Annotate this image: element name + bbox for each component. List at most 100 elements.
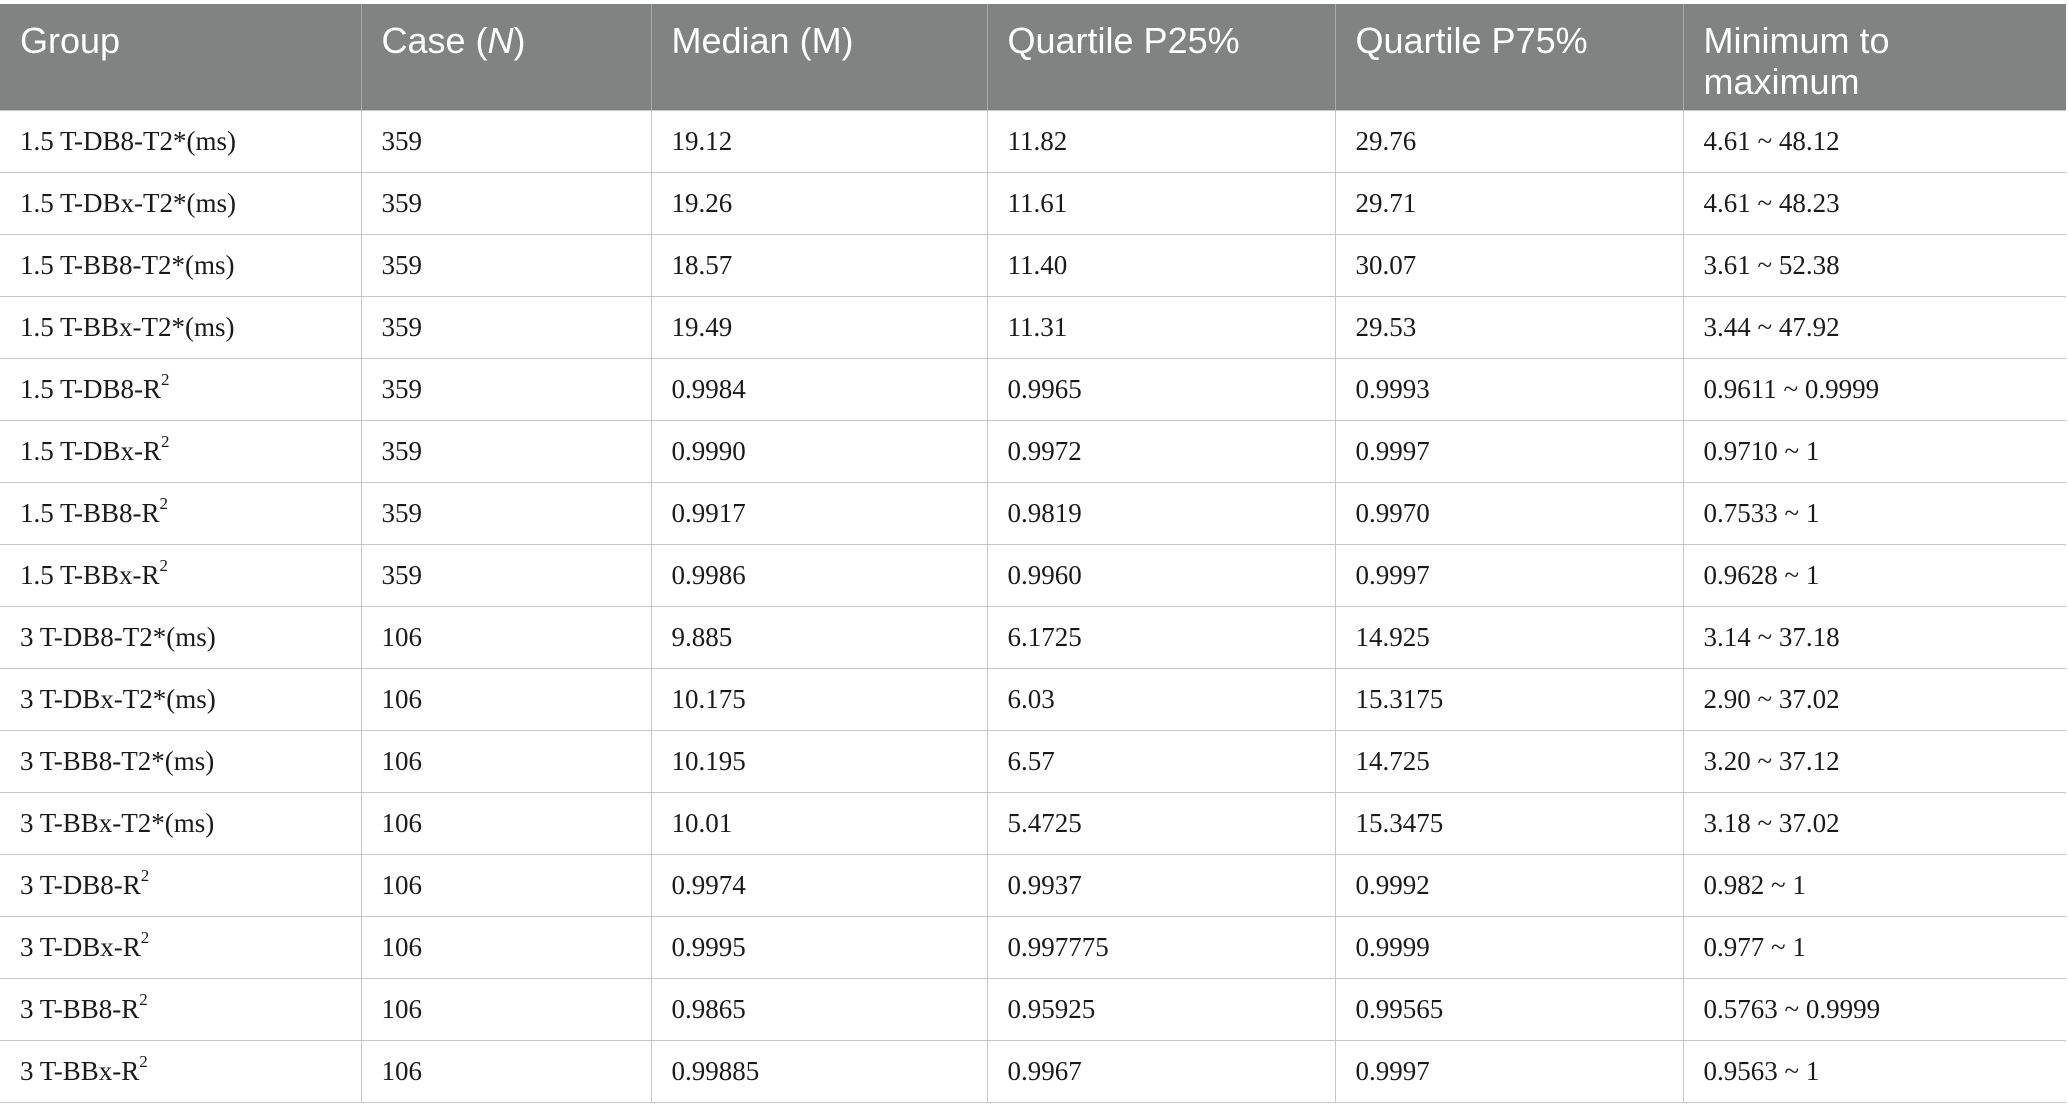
cell-range: 0.982 ~ 1 [1682, 854, 2066, 917]
cell-group: 3 T-BB8-T2*(ms) [0, 730, 362, 793]
group-label: 1.5 T-BBx-T2*(ms) [20, 312, 235, 342]
table-row: 3 T-DB8-T2*(ms) 106 9.885 6.1725 14.925 3.14 … [0, 606, 2066, 669]
group-label: 3 T-DBx-T2*(ms) [20, 684, 216, 714]
header-median: Median (M) [650, 4, 988, 111]
cell-group: 3 T-DB8-R2 [0, 854, 362, 917]
cell-group: 1.5 T-DB8-T2*(ms) [0, 110, 362, 173]
cell-p25: 0.9960 [986, 544, 1336, 607]
cell-group: 3 T-BB8-R2 [0, 978, 362, 1041]
cell-case: 359 [360, 420, 652, 483]
cell-case: 106 [360, 916, 652, 979]
cell-p25: 0.9965 [986, 358, 1336, 421]
cell-p75: 29.53 [1334, 296, 1684, 359]
cell-case: 106 [360, 978, 652, 1041]
cell-p75: 29.71 [1334, 172, 1684, 235]
cell-range: 0.977 ~ 1 [1682, 916, 2066, 979]
cell-case: 359 [360, 296, 652, 359]
cell-p25: 0.9967 [986, 1040, 1336, 1103]
cell-p25: 11.61 [986, 172, 1336, 235]
cell-range: 4.61 ~ 48.12 [1682, 110, 2066, 173]
group-label: 1.5 T-DBx-T2*(ms) [20, 188, 236, 218]
cell-median: 19.26 [650, 172, 988, 235]
cell-case: 106 [360, 854, 652, 917]
group-superscript: 2 [139, 1052, 148, 1071]
cell-group: 3 T-DBx-R2 [0, 916, 362, 979]
cell-group: 3 T-DBx-T2*(ms) [0, 668, 362, 731]
cell-median: 9.885 [650, 606, 988, 669]
cell-p25: 0.95925 [986, 978, 1336, 1041]
cell-group: 3 T-DB8-T2*(ms) [0, 606, 362, 669]
cell-p75: 30.07 [1334, 234, 1684, 297]
cell-p25: 6.03 [986, 668, 1336, 731]
cell-p25: 11.31 [986, 296, 1336, 359]
cell-range: 3.61 ~ 52.38 [1682, 234, 2066, 297]
table-row: 1.5 T-DB8-T2*(ms) 359 19.12 11.82 29.76 4.61 … [0, 110, 2066, 173]
group-label: 1.5 T-BB8-T2*(ms) [20, 250, 235, 280]
table-row: 3 T-BB8-R2 106 0.9865 0.95925 0.99565 0.5763 … [0, 978, 2066, 1041]
table-row: 3 T-DB8-R2 106 0.9974 0.9937 0.9992 0.982 ~ 1 [0, 854, 2066, 917]
table-row: 3 T-BB8-T2*(ms) 106 10.195 6.57 14.725 3.20 ~… [0, 730, 2066, 793]
group-label: 1.5 T-DBx-R [20, 436, 162, 466]
group-superscript: 2 [159, 556, 169, 575]
cell-p25: 11.82 [986, 110, 1336, 173]
cell-case: 106 [360, 606, 652, 669]
header-p75: Quartile P75% [1334, 4, 1684, 111]
cell-case: 359 [360, 234, 652, 297]
cell-case: 106 [360, 1040, 652, 1103]
cell-range: 0.9611 ~ 0.9999 [1682, 358, 2066, 421]
header-group: Group [0, 4, 362, 111]
cell-case: 106 [360, 792, 652, 855]
group-label: 3 T-BBx-R [20, 1056, 140, 1086]
group-label: 3 T-DB8-R [20, 870, 141, 900]
cell-group: 1.5 T-DB8-R2 [0, 358, 362, 421]
group-label: 3 T-DB8-T2*(ms) [20, 622, 216, 652]
group-superscript: 2 [140, 928, 150, 947]
cell-group: 1.5 T-BBx-T2*(ms) [0, 296, 362, 359]
header-p25: Quartile P25% [986, 4, 1336, 111]
cell-p25: 0.9819 [986, 482, 1336, 545]
header-case-prefix: Case ( [381, 20, 488, 61]
group-superscript: 2 [139, 990, 148, 1009]
cell-p75: 15.3475 [1334, 792, 1684, 855]
cell-median: 0.99885 [650, 1040, 988, 1103]
group-label: 1.5 T-DB8-R [20, 374, 162, 404]
statistics-table: Group Case (N) Median (M) Quartile P25% … [0, 4, 2066, 1103]
cell-group: 1.5 T-DBx-T2*(ms) [0, 172, 362, 235]
cell-group: 1.5 T-BB8-T2*(ms) [0, 234, 362, 297]
cell-range: 3.14 ~ 37.18 [1682, 606, 2066, 669]
header-case-suffix: ) [513, 20, 526, 61]
cell-median: 10.01 [650, 792, 988, 855]
cell-group: 3 T-BBx-R2 [0, 1040, 362, 1103]
cell-median: 0.9984 [650, 358, 988, 421]
cell-median: 0.9865 [650, 978, 988, 1041]
table-row: 3 T-BBx-R2 106 0.99885 0.9967 0.9997 0.9563 ~… [0, 1040, 2066, 1103]
cell-case: 359 [360, 544, 652, 607]
cell-p25: 6.57 [986, 730, 1336, 793]
cell-p75: 29.76 [1334, 110, 1684, 173]
group-label: 3 T-BBx-T2*(ms) [20, 808, 215, 838]
cell-p75: 0.9997 [1334, 544, 1684, 607]
group-label: 1.5 T-DB8-T2*(ms) [20, 126, 236, 156]
cell-range: 3.20 ~ 37.12 [1682, 730, 2066, 793]
cell-group: 1.5 T-BB8-R2 [0, 482, 362, 545]
table-body: 1.5 T-DB8-T2*(ms) 359 19.12 11.82 29.76 4.61 … [0, 110, 2066, 1103]
cell-case: 359 [360, 172, 652, 235]
cell-range: 2.90 ~ 37.02 [1682, 668, 2066, 731]
cell-p75: 0.9970 [1334, 482, 1684, 545]
cell-range: 3.18 ~ 37.02 [1682, 792, 2066, 855]
table-row: 1.5 T-BB8-T2*(ms) 359 18.57 11.40 30.07 3.61 … [0, 234, 2066, 297]
cell-p75: 14.925 [1334, 606, 1684, 669]
cell-range: 0.9563 ~ 1 [1682, 1040, 2066, 1103]
group-label: 3 T-DBx-R [20, 932, 141, 962]
cell-case: 359 [360, 482, 652, 545]
cell-p75: 0.9997 [1334, 420, 1684, 483]
cell-median: 0.9917 [650, 482, 988, 545]
cell-p25: 5.4725 [986, 792, 1336, 855]
cell-median: 10.195 [650, 730, 988, 793]
cell-range: 0.9710 ~ 1 [1682, 420, 2066, 483]
cell-p75: 14.725 [1334, 730, 1684, 793]
table-row: 1.5 T-BB8-R2 359 0.9917 0.9819 0.9970 0.7533 … [0, 482, 2066, 545]
cell-median: 19.12 [650, 110, 988, 173]
cell-p75: 0.9999 [1334, 916, 1684, 979]
cell-median: 0.9974 [650, 854, 988, 917]
